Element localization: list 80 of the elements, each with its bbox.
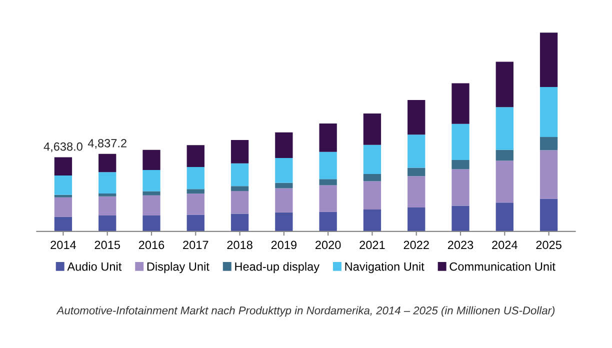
- x-tick-label: 2022: [404, 240, 429, 250]
- bar: [452, 83, 470, 124]
- legend-label: Display Unit: [147, 262, 210, 274]
- bar: [408, 134, 426, 168]
- legend-label: Audio Unit: [67, 262, 122, 271]
- bar: [452, 160, 470, 170]
- bar: [230, 163, 249, 186]
- bar: [186, 214, 204, 232]
- bar: [186, 189, 204, 194]
- bar: [275, 132, 293, 158]
- x-tick-label: 2016: [138, 240, 164, 250]
- bar: [230, 214, 249, 232]
- bar: [98, 154, 116, 172]
- bar: [408, 208, 426, 232]
- bar: [275, 158, 293, 183]
- x-tick-label: 2025: [536, 240, 562, 250]
- bar: [363, 174, 382, 182]
- x-tick-label: 2020: [316, 240, 341, 250]
- bar: [54, 194, 72, 198]
- bar: [275, 182, 293, 188]
- annotation: 4,837.2: [88, 139, 126, 149]
- bar: [496, 107, 514, 150]
- bar: [98, 172, 116, 194]
- bar: [319, 179, 337, 186]
- bar: [54, 197, 72, 217]
- bar: [408, 100, 426, 135]
- bar: [142, 150, 160, 170]
- bar: [452, 169, 470, 206]
- x-tick-label: 2017: [183, 240, 208, 250]
- x-tick-label: 2023: [448, 240, 474, 250]
- x-tick-label: 2021: [360, 240, 385, 250]
- bar: [540, 32, 558, 88]
- x-tick-label: 2015: [94, 240, 120, 250]
- x-tick-label: 2024: [492, 240, 518, 250]
- bar: [98, 193, 116, 196]
- bar: [142, 195, 160, 216]
- bar: [452, 206, 470, 232]
- bar: [319, 152, 337, 180]
- legend-label: Navigation Unit: [345, 262, 424, 274]
- bar: [54, 216, 72, 232]
- bar: [319, 185, 337, 212]
- bar: [408, 176, 426, 208]
- bar: [540, 136, 558, 150]
- legend-label: Head-up display: [235, 262, 320, 274]
- bar: [275, 188, 293, 212]
- annotation: 4,638.0: [44, 142, 82, 152]
- x-tick-label: 2014: [50, 240, 76, 250]
- bar: [54, 176, 72, 195]
- text: Automotive-Infotainment Markt nach Produkttyp in Nordamerika, 2014 – 2025 (in Millionen US-Dollar): [56, 306, 555, 317]
- bar: [408, 168, 426, 176]
- bar: [363, 114, 382, 145]
- bar: [142, 191, 160, 196]
- x-tick-label: 2019: [271, 240, 296, 250]
- bar: [230, 191, 249, 214]
- bar: [142, 170, 160, 192]
- bar: [496, 150, 514, 161]
- bar: [54, 157, 72, 176]
- bar: [496, 202, 514, 232]
- bar: [540, 150, 558, 199]
- legend-label: Communication Unit: [450, 262, 556, 271]
- bar: [363, 210, 382, 232]
- bar: [540, 87, 558, 137]
- x-tick-label: 2018: [227, 240, 252, 250]
- bar: [98, 196, 116, 216]
- bar: [186, 145, 204, 167]
- bar: [275, 212, 293, 232]
- bar: [363, 181, 382, 210]
- bar: [540, 198, 558, 232]
- bar: [142, 216, 160, 232]
- bar: [98, 216, 116, 232]
- bar: [319, 123, 337, 152]
- bar: [319, 212, 337, 232]
- bar: [186, 194, 204, 215]
- bar: [363, 144, 382, 174]
- bar: [186, 166, 204, 190]
- bar: [452, 124, 470, 160]
- bar: [230, 140, 249, 164]
- bar: [496, 62, 514, 108]
- bar: [230, 186, 249, 192]
- bar: [496, 160, 514, 203]
